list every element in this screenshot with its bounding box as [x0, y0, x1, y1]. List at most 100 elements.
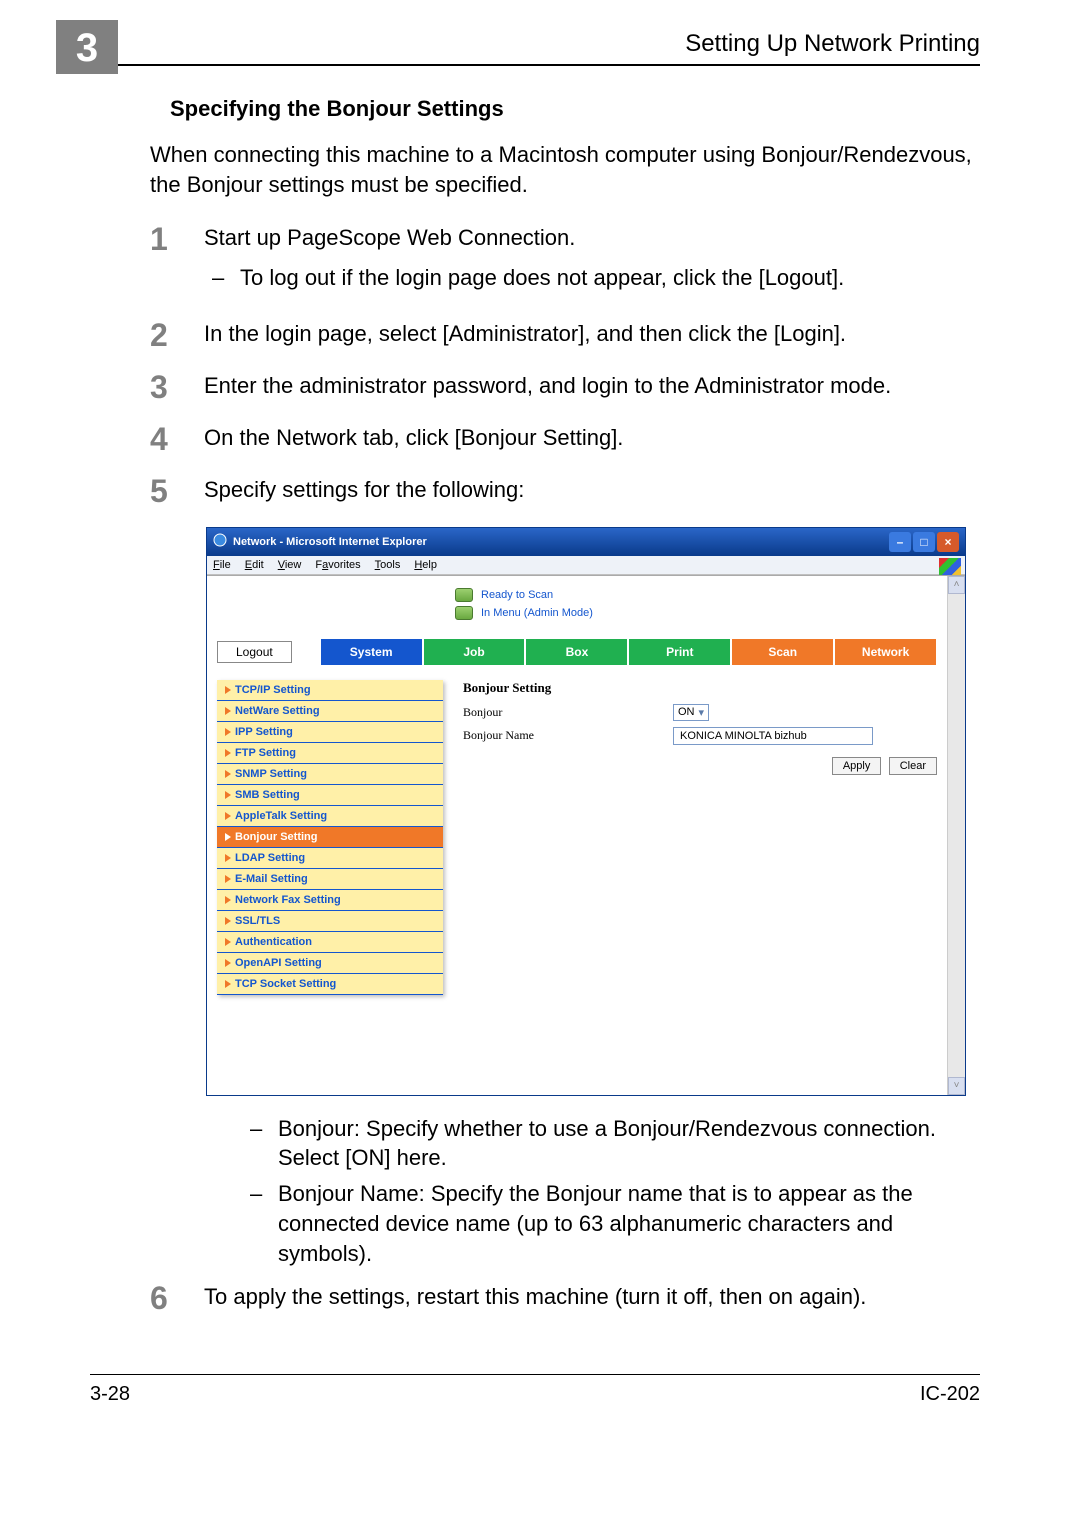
sub-item: – Bonjour Name: Specify the Bonjour name… [242, 1179, 980, 1268]
sidebar-item[interactable]: LDAP Setting [217, 848, 443, 869]
sidebar-item[interactable]: Network Fax Setting [217, 890, 443, 911]
caret-right-icon [225, 833, 231, 841]
caret-right-icon [225, 686, 231, 694]
tab-box[interactable]: Box [525, 638, 628, 666]
tab-job[interactable]: Job [423, 638, 526, 666]
scroll-down-icon[interactable]: ˅ [948, 1077, 965, 1095]
step-1: 1 Start up PageScope Web Connection. – T… [150, 223, 980, 298]
caret-right-icon [225, 707, 231, 715]
menu-help[interactable]: Help [414, 559, 437, 571]
printer-icon [455, 588, 473, 602]
windows-flag-icon [939, 558, 961, 576]
menu-tools[interactable]: Tools [375, 559, 401, 571]
step-text: Start up PageScope Web Connection. [204, 225, 575, 250]
sidebar-item-label: OpenAPI Setting [235, 957, 322, 969]
chapter-number: 3 [56, 20, 118, 74]
status-row: Ready to Scan In Menu (Admin Mode) [207, 576, 947, 638]
sub-text: To log out if the login page does not ap… [240, 263, 980, 293]
sidebar-item[interactable]: OpenAPI Setting [217, 953, 443, 974]
sidebar-item[interactable]: TCP Socket Setting [217, 974, 443, 995]
step-4: 4 On the Network tab, click [Bonjour Set… [150, 423, 980, 455]
sub-text: Bonjour Name: Specify the Bonjour name t… [278, 1179, 980, 1268]
menu-favorites[interactable]: Favorites [315, 559, 360, 571]
screenshot: Network - Microsoft Internet Explorer – … [206, 527, 966, 1096]
select-value: ON [678, 706, 695, 718]
bonjour-label: Bonjour [463, 705, 673, 720]
intro-text: When connecting this machine to a Macint… [150, 140, 980, 199]
printer-icon [455, 606, 473, 620]
titlebar: Network - Microsoft Internet Explorer – … [207, 528, 965, 556]
dash-icon: – [242, 1114, 278, 1173]
menu-file[interactable]: File [213, 559, 231, 571]
sidebar-item-label: SMB Setting [235, 789, 300, 801]
bonjour-select[interactable]: ON ▾ [673, 704, 709, 721]
sidebar-item[interactable]: SSL/TLS [217, 911, 443, 932]
post-bullets: – Bonjour: Specify whether to use a Bonj… [242, 1114, 980, 1268]
logout-button[interactable]: Logout [217, 641, 292, 663]
sidebar-item[interactable]: Authentication [217, 932, 443, 953]
scrollbar[interactable]: ˄ ˅ [947, 576, 965, 1095]
chevron-down-icon: ▾ [699, 706, 705, 719]
page-number: 3-28 [90, 1383, 130, 1406]
tab-network[interactable]: Network [834, 638, 937, 666]
sidebar-item[interactable]: IPP Setting [217, 722, 443, 743]
sub-item: – To log out if the login page does not … [204, 263, 980, 293]
dash-icon: – [204, 263, 240, 293]
tab-system[interactable]: System [320, 638, 423, 666]
step-text: On the Network tab, click [Bonjour Setti… [204, 423, 980, 455]
sidebar-item[interactable]: FTP Setting [217, 743, 443, 764]
step-5: 5 Specify settings for the following: [150, 475, 980, 507]
minimize-button[interactable]: – [889, 532, 911, 552]
caret-right-icon [225, 875, 231, 883]
sidebar-item[interactable]: Bonjour Setting [217, 827, 443, 848]
sidebar-item-label: FTP Setting [235, 747, 296, 759]
settings-panel: Bonjour Setting Bonjour ON ▾ Bonjour Nam… [463, 680, 937, 995]
footer-rule [90, 1374, 980, 1375]
sidebar-item-label: TCP/IP Setting [235, 684, 311, 696]
step-number: 1 [150, 223, 204, 298]
sidebar-item-label: Network Fax Setting [235, 894, 341, 906]
maximize-button[interactable]: □ [913, 532, 935, 552]
bonjour-name-input[interactable] [673, 727, 873, 745]
sidebar-item-label: NetWare Setting [235, 705, 320, 717]
step-text: To apply the settings, restart this mach… [204, 1282, 980, 1314]
sub-text: Bonjour: Specify whether to use a Bonjou… [278, 1114, 980, 1173]
status-item: Ready to Scan [455, 588, 937, 602]
browser-window: Network - Microsoft Internet Explorer – … [206, 527, 966, 1096]
caret-right-icon [225, 980, 231, 988]
sidebar-item-label: Authentication [235, 936, 312, 948]
panel-title: Bonjour Setting [463, 680, 937, 696]
sub-item: – Bonjour: Specify whether to use a Bonj… [242, 1114, 980, 1173]
step-text: In the login page, select [Administrator… [204, 319, 980, 351]
close-button[interactable]: × [937, 532, 959, 552]
sidebar-item[interactable]: TCP/IP Setting [217, 680, 443, 701]
sidebar-item[interactable]: AppleTalk Setting [217, 806, 443, 827]
step-2: 2 In the login page, select [Administrat… [150, 319, 980, 351]
sidebar-item[interactable]: SNMP Setting [217, 764, 443, 785]
settings-sidebar: TCP/IP Setting NetWare Setting IPP Setting… [217, 680, 443, 995]
sidebar-item[interactable]: SMB Setting [217, 785, 443, 806]
sidebar-item-label: AppleTalk Setting [235, 810, 327, 822]
sidebar-item[interactable]: E-Mail Setting [217, 869, 443, 890]
clear-button[interactable]: Clear [889, 757, 937, 775]
scroll-up-icon[interactable]: ˄ [948, 576, 965, 594]
caret-right-icon [225, 791, 231, 799]
step-text: Enter the administrator password, and lo… [204, 371, 980, 403]
doc-code: IC-202 [920, 1383, 980, 1406]
caret-right-icon [225, 728, 231, 736]
caret-right-icon [225, 812, 231, 820]
apply-button[interactable]: Apply [832, 757, 882, 775]
sidebar-item-label: Bonjour Setting [235, 831, 318, 843]
caret-right-icon [225, 959, 231, 967]
menubar: File Edit View Favorites Tools Help [207, 556, 965, 575]
tab-print[interactable]: Print [628, 638, 731, 666]
menu-edit[interactable]: Edit [245, 559, 264, 571]
header-rule [90, 64, 980, 66]
sidebar-item[interactable]: NetWare Setting [217, 701, 443, 722]
tab-scan[interactable]: Scan [731, 638, 834, 666]
sidebar-item-label: E-Mail Setting [235, 873, 308, 885]
content-area: ˄ ˅ Ready to Scan In Menu (Admin Mode) L… [207, 575, 965, 1095]
menu-view[interactable]: View [278, 559, 302, 571]
sidebar-item-label: LDAP Setting [235, 852, 305, 864]
step-number: 6 [150, 1282, 204, 1314]
